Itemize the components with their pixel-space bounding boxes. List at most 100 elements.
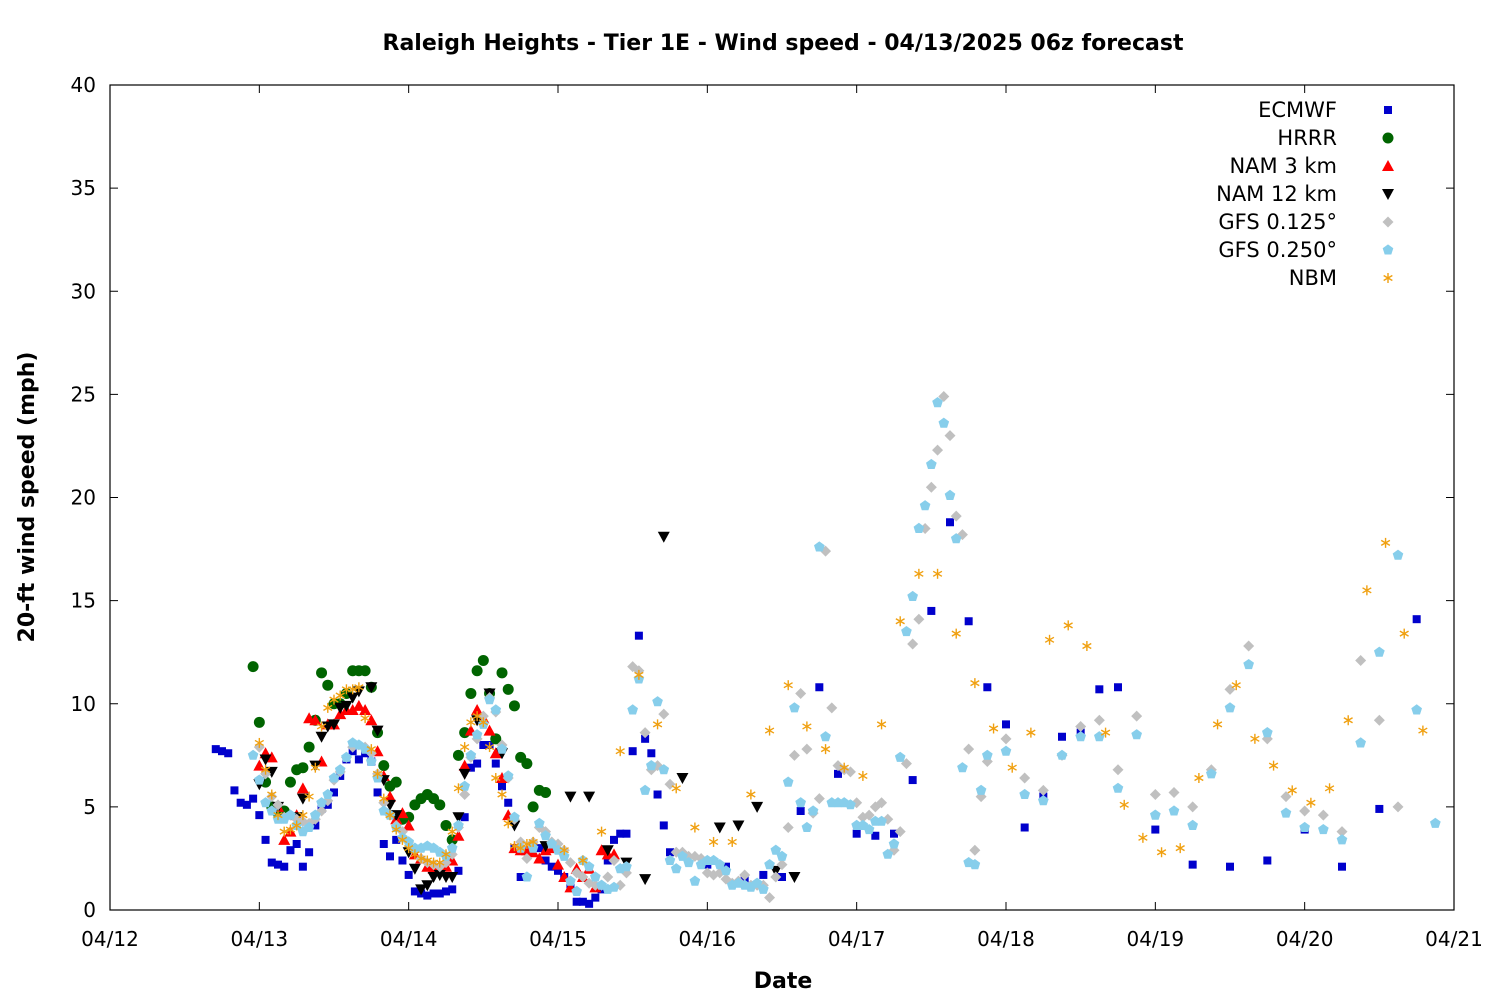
data-point xyxy=(473,759,482,768)
data-point xyxy=(284,776,296,788)
data-point xyxy=(466,763,475,772)
x-tick-label: 04/20 xyxy=(1276,927,1334,951)
data-point xyxy=(446,842,458,853)
data-point xyxy=(770,844,782,855)
data-point xyxy=(664,778,676,790)
data-point xyxy=(335,690,345,701)
data-point xyxy=(895,616,905,627)
plot-area xyxy=(109,84,1455,911)
data-point xyxy=(554,866,562,875)
data-point-stroke xyxy=(671,785,681,792)
data-point-stroke xyxy=(298,812,308,819)
data-point xyxy=(547,862,556,871)
legend-label: NAM 12 km xyxy=(1216,182,1337,206)
data-point xyxy=(448,885,457,894)
data-point xyxy=(789,702,800,713)
legend: ECMWF HRRR NAM 3 km NAM 12 km GFS 0.125° GFS … xyxy=(1216,98,1394,290)
data-point xyxy=(664,854,676,865)
data-point xyxy=(988,723,999,734)
data-point xyxy=(970,678,980,689)
data-point xyxy=(591,893,600,902)
data-point xyxy=(366,744,377,755)
data-point xyxy=(876,719,887,730)
data-point xyxy=(795,687,807,699)
data-point xyxy=(230,786,239,795)
data-point-stroke xyxy=(858,772,868,780)
data-point xyxy=(1075,731,1086,742)
data-point-stroke xyxy=(1212,721,1223,728)
data-point xyxy=(398,856,407,865)
data-point xyxy=(509,811,520,822)
data-point-stroke xyxy=(727,838,737,846)
data-point xyxy=(508,820,521,832)
data-point xyxy=(410,887,419,896)
data-point xyxy=(273,810,283,821)
data-point xyxy=(386,852,394,861)
data-point xyxy=(378,760,390,772)
data-point xyxy=(316,667,328,679)
data-point xyxy=(1056,749,1068,760)
data-point xyxy=(944,430,956,442)
data-point xyxy=(527,801,539,813)
data-point xyxy=(969,859,981,870)
data-point xyxy=(913,613,925,625)
data-point xyxy=(429,889,438,898)
data-point xyxy=(371,725,384,737)
data-point-stroke xyxy=(435,859,445,866)
data-point-stroke xyxy=(1100,729,1111,736)
data-point xyxy=(341,751,352,762)
data-point xyxy=(390,776,402,788)
data-point xyxy=(1114,683,1122,692)
data-point xyxy=(466,717,476,728)
data-point-stroke xyxy=(802,723,812,730)
data-point-stroke xyxy=(708,838,719,846)
data-point xyxy=(689,875,701,886)
data-point xyxy=(634,669,644,680)
data-point xyxy=(440,819,452,831)
data-point-stroke xyxy=(895,618,905,625)
data-point xyxy=(1338,862,1346,871)
data-point-stroke xyxy=(596,828,607,835)
data-point xyxy=(323,702,333,713)
data-point-stroke xyxy=(360,715,370,722)
x-tick-label: 04/12 xyxy=(81,927,139,951)
data-point xyxy=(1206,768,1217,779)
data-point xyxy=(983,683,992,692)
data-point xyxy=(352,699,365,711)
data-point xyxy=(1020,823,1029,832)
data-point-stroke xyxy=(1250,735,1260,742)
data-point xyxy=(316,797,327,808)
data-point xyxy=(346,692,359,704)
data-point xyxy=(882,848,894,859)
data-point xyxy=(465,687,477,699)
data-point xyxy=(402,819,415,831)
data-point xyxy=(279,826,289,837)
data-point xyxy=(397,834,408,845)
legend-marker xyxy=(1382,189,1394,200)
data-point xyxy=(647,749,656,758)
data-point xyxy=(315,731,328,743)
data-point xyxy=(373,788,382,797)
data-point xyxy=(583,791,596,803)
data-point xyxy=(739,869,751,881)
data-point xyxy=(1262,727,1273,738)
data-point-stroke xyxy=(1194,774,1204,782)
data-point xyxy=(670,863,682,874)
data-point xyxy=(267,789,277,800)
data-point xyxy=(558,850,570,861)
data-point xyxy=(1019,772,1031,784)
data-point xyxy=(260,764,271,775)
data-point xyxy=(776,850,788,861)
data-point xyxy=(453,783,464,794)
data-point-stroke xyxy=(746,791,756,798)
data-point xyxy=(1187,819,1198,830)
data-point xyxy=(483,724,496,736)
data-point xyxy=(447,826,457,837)
data-point-stroke xyxy=(1380,539,1391,546)
data-point xyxy=(408,863,421,875)
data-point xyxy=(641,734,650,743)
data-point xyxy=(820,731,831,742)
data-point xyxy=(453,819,464,830)
data-point xyxy=(278,833,291,845)
